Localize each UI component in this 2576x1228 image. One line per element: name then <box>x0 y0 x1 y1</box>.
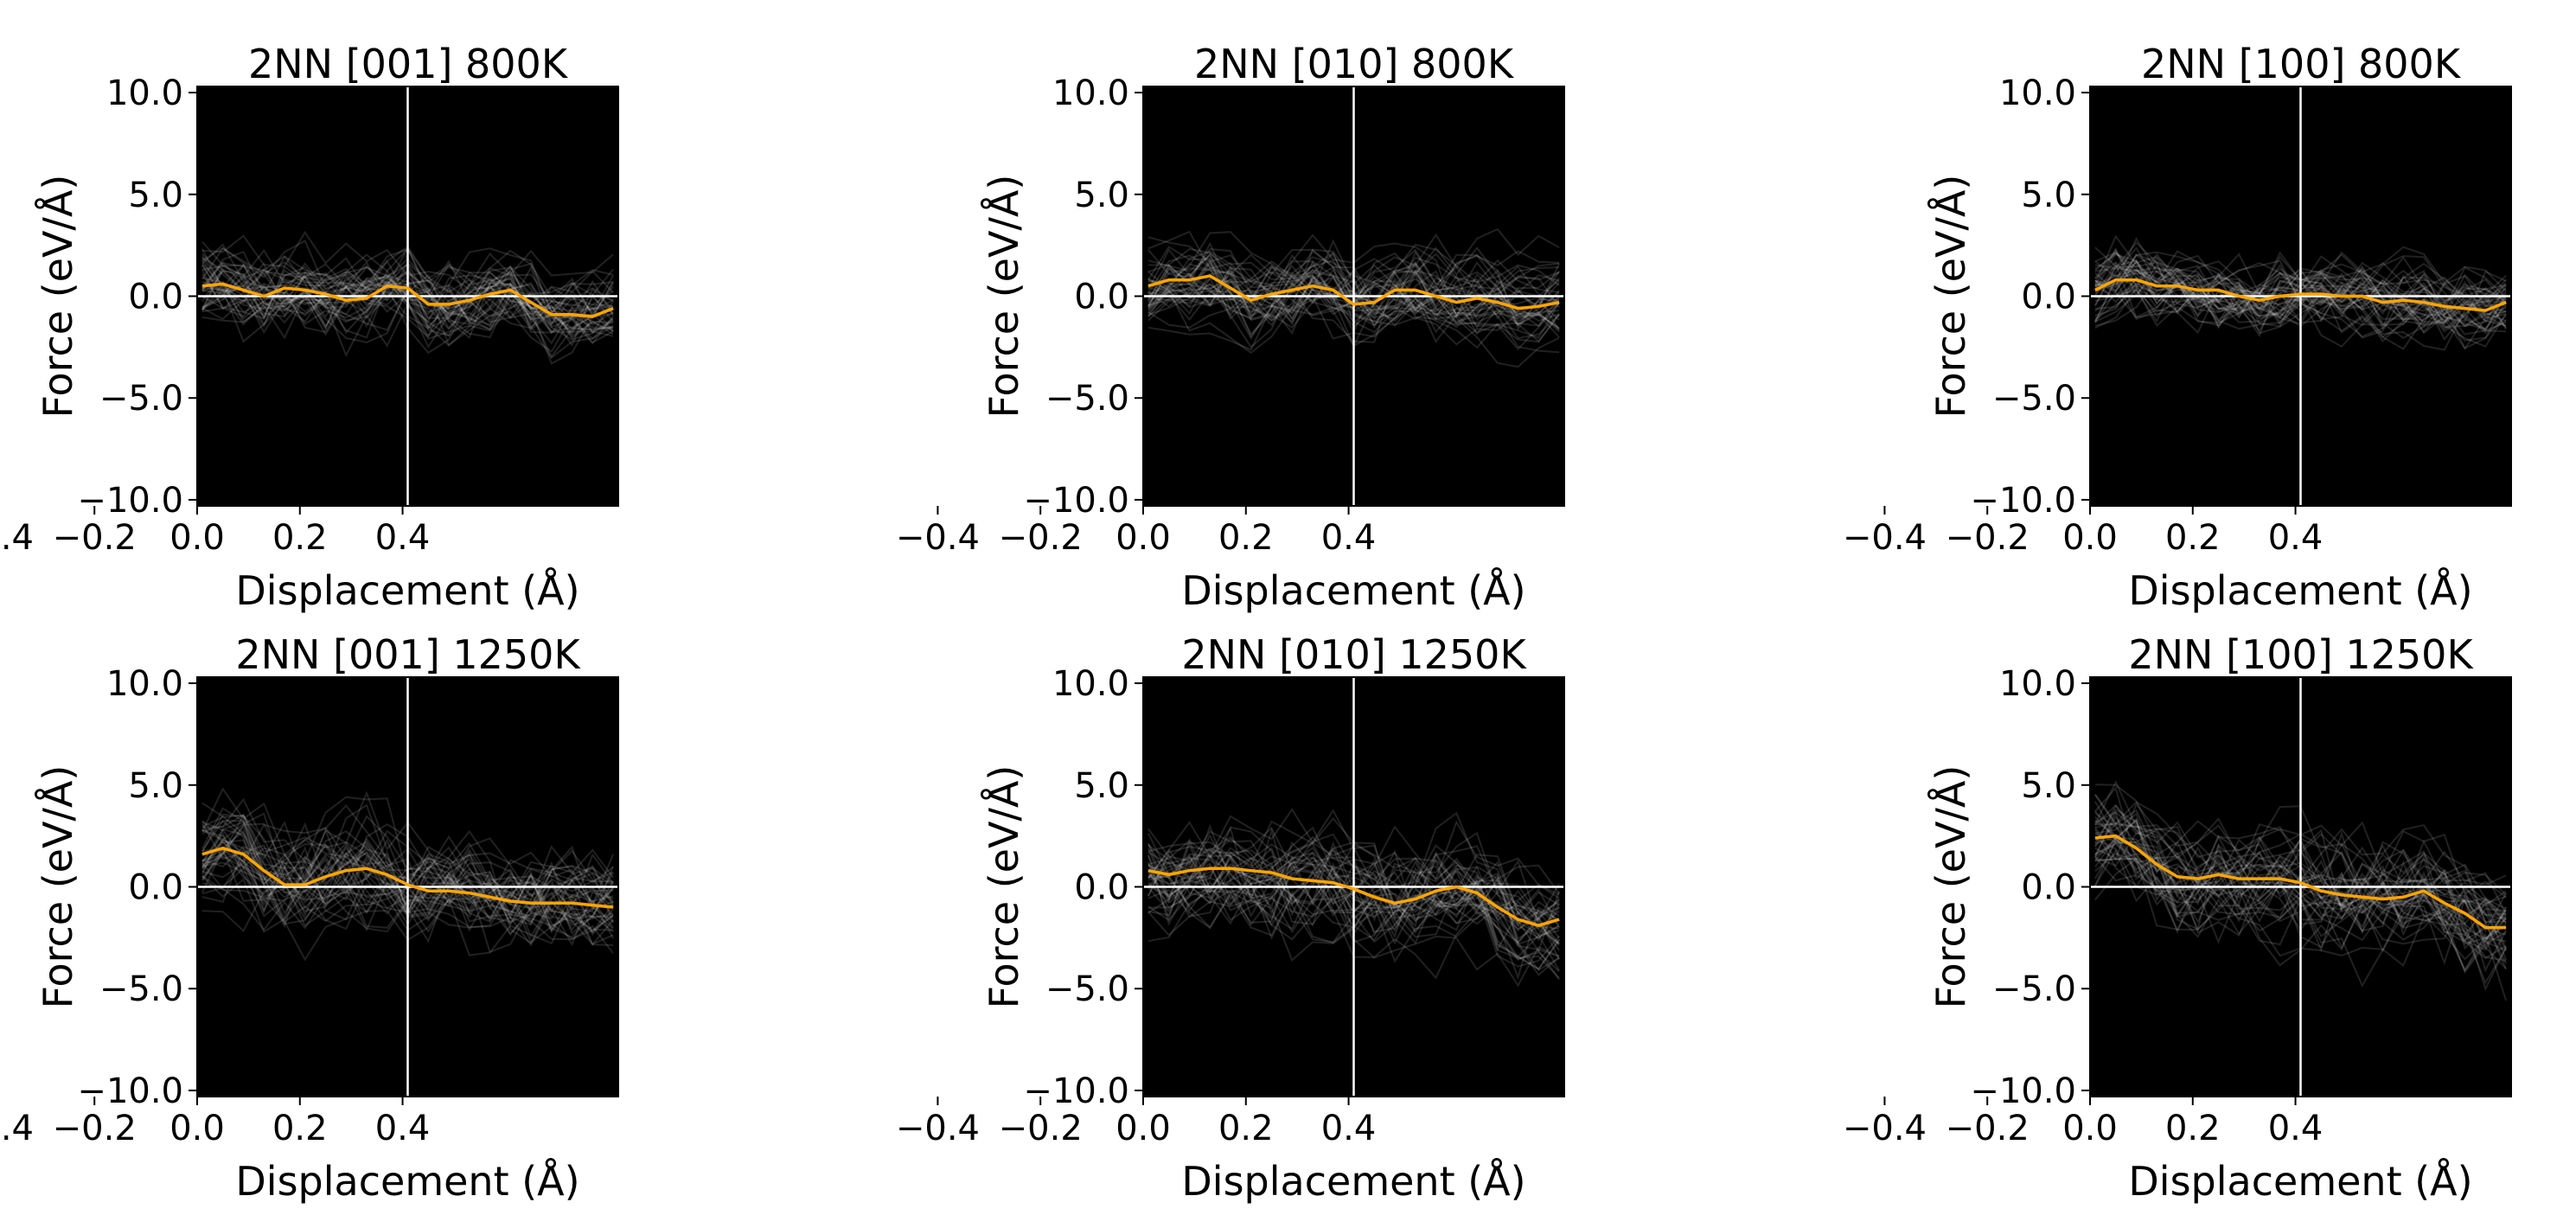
y-tick-label: 10.0 <box>106 74 183 113</box>
x-tick-label: −0.2 <box>53 1109 137 1148</box>
y-tick-label: 5.0 <box>1074 766 1129 806</box>
x-tick-label: 0.2 <box>1218 518 1274 558</box>
x-axis-label: Displacement (Å) <box>235 1158 579 1205</box>
lines-layer <box>1143 86 1564 506</box>
x-tick-label: −0.4 <box>0 518 34 558</box>
y-tick-label: 0.0 <box>1074 278 1129 317</box>
y-tick-label: −5.0 <box>1992 969 2076 1009</box>
x-tick-label: 0.4 <box>2268 518 2324 558</box>
mean-force-line <box>1147 867 1560 927</box>
y-axis-label: Force (eV/Å) <box>1927 765 1974 1009</box>
y-tick-label: −5.0 <box>1045 969 1129 1009</box>
mean-force-line <box>1147 274 1560 310</box>
y-axis-label: Force (eV/Å) <box>35 175 81 419</box>
x-tick-label: 0.2 <box>2165 518 2221 558</box>
y-tick-label: 10.0 <box>1999 74 2076 113</box>
y-tick-label: 5.0 <box>1074 176 1129 215</box>
x-tick-label: 0.0 <box>2062 518 2118 558</box>
y-tick-label: 10.0 <box>106 664 183 704</box>
x-axis-label: Displacement (Å) <box>2128 567 2472 614</box>
y-tick-label: −5.0 <box>99 379 183 419</box>
y-tick-label: 5.0 <box>128 176 183 215</box>
y-axis-label: Force (eV/Å) <box>981 175 1027 419</box>
y-tick-label: 10.0 <box>1999 664 2076 704</box>
panel-2: −0.4 −0.2 0.0 0.2 0.4 10.0 5.0 0.0 −5.0 −10.0 2NN … <box>896 41 1565 614</box>
y-axis-label: Force (eV/Å) <box>981 765 1027 1009</box>
mean-force-line <box>201 847 614 909</box>
y-tick-label: 0.0 <box>2021 278 2076 317</box>
panel-title: 2NN [001] 800K <box>248 41 569 87</box>
lines-layer <box>2090 677 2511 1097</box>
lines-layer <box>197 677 618 1097</box>
x-tick-label: 0.0 <box>1115 1109 1171 1148</box>
x-tick-label: −0.2 <box>999 1109 1083 1148</box>
x-tick-label: 0.0 <box>169 1109 225 1148</box>
x-tick-label: −0.2 <box>53 518 137 558</box>
y-tick-label: −5.0 <box>1045 379 1129 419</box>
lines-layer <box>197 86 618 506</box>
y-tick-label: 0.0 <box>128 278 183 317</box>
x-tick-label: 0.0 <box>1115 518 1171 558</box>
panel-1: −0.4 −0.2 0.0 0.2 0.4 10.0 5.0 0.0 −5.0 −10.0 2NN … <box>0 41 619 614</box>
x-tick-label: 0.0 <box>2062 1109 2118 1148</box>
panel-title: 2NN [010] 1250K <box>1181 631 1527 678</box>
x-tick-label: −0.4 <box>1843 518 1927 558</box>
y-axis-label: Force (eV/Å) <box>1927 175 1974 419</box>
y-tick-label: 0.0 <box>128 868 183 908</box>
y-tick-label: −5.0 <box>1992 379 2076 419</box>
mean-force-line <box>2094 834 2507 930</box>
x-tick-label: −0.4 <box>896 518 980 558</box>
panel-6: −0.4 −0.2 0.0 0.2 0.4 10.0 5.0 0.0 −5.0 −10.0 2NN … <box>1843 631 2512 1205</box>
x-axis-label: Displacement (Å) <box>2128 1158 2472 1205</box>
panel-title: 2NN [100] 1250K <box>2128 631 2474 678</box>
x-tick-label: 0.4 <box>375 1109 431 1148</box>
y-tick-label: 0.0 <box>2021 868 2076 908</box>
y-tick-label: 5.0 <box>128 766 183 806</box>
y-tick-label: −10.0 <box>77 1071 183 1111</box>
panel-title: 2NN [100] 800K <box>2141 41 2462 87</box>
panel-4: −0.4 −0.2 0.0 0.2 0.4 10.0 5.0 0.0 −5.0 −10.0 2NN … <box>0 631 619 1205</box>
x-tick-label: 0.2 <box>272 518 328 558</box>
x-tick-label: −0.2 <box>1946 1109 2029 1148</box>
panel-title: 2NN [001] 1250K <box>235 631 581 678</box>
y-tick-label: 10.0 <box>1052 74 1129 113</box>
x-axis-label: Displacement (Å) <box>235 567 579 614</box>
y-tick-label: −10.0 <box>1970 1071 2076 1111</box>
y-tick-label: −10.0 <box>77 481 183 521</box>
y-tick-label: 0.0 <box>1074 868 1129 908</box>
x-axis-label: Displacement (Å) <box>1181 567 1525 614</box>
y-tick-label: 5.0 <box>2021 176 2076 215</box>
y-axis-label: Force (eV/Å) <box>35 765 81 1009</box>
panel-3: −0.4 −0.2 0.0 0.2 0.4 10.0 5.0 0.0 −5.0 −10.0 2NN … <box>1843 41 2512 614</box>
lines-layer <box>2090 86 2511 506</box>
x-tick-label: 0.2 <box>2165 1109 2221 1148</box>
x-tick-label: −0.4 <box>896 1109 980 1148</box>
x-tick-label: −0.2 <box>1946 518 2029 558</box>
y-tick-label: −10.0 <box>1970 481 2076 521</box>
y-tick-label: −10.0 <box>1023 1071 1129 1111</box>
x-tick-label: 0.4 <box>1321 518 1377 558</box>
panel-title: 2NN [010] 800K <box>1194 41 1515 87</box>
y-tick-label: −10.0 <box>1023 481 1129 521</box>
panel-5: −0.4 −0.2 0.0 0.2 0.4 10.0 5.0 0.0 −5.0 −10.0 2NN … <box>896 631 1565 1205</box>
mean-force-line <box>201 282 614 318</box>
x-tick-label: 0.4 <box>2268 1109 2324 1148</box>
x-tick-label: −0.4 <box>1843 1109 1927 1148</box>
x-tick-label: 0.4 <box>375 518 431 558</box>
y-tick-label: 10.0 <box>1052 664 1129 704</box>
x-tick-label: −0.2 <box>999 518 1083 558</box>
y-tick-label: −5.0 <box>99 969 183 1009</box>
lines-layer <box>1143 677 1564 1097</box>
x-tick-label: 0.2 <box>1218 1109 1274 1148</box>
x-tick-label: −0.4 <box>0 1109 34 1148</box>
x-axis-label: Displacement (Å) <box>1181 1158 1525 1205</box>
x-tick-label: 0.4 <box>1321 1109 1377 1148</box>
x-tick-label: 0.0 <box>169 518 225 558</box>
x-tick-label: 0.2 <box>272 1109 328 1148</box>
mean-force-line <box>2094 278 2507 312</box>
y-tick-label: 5.0 <box>2021 766 2076 806</box>
